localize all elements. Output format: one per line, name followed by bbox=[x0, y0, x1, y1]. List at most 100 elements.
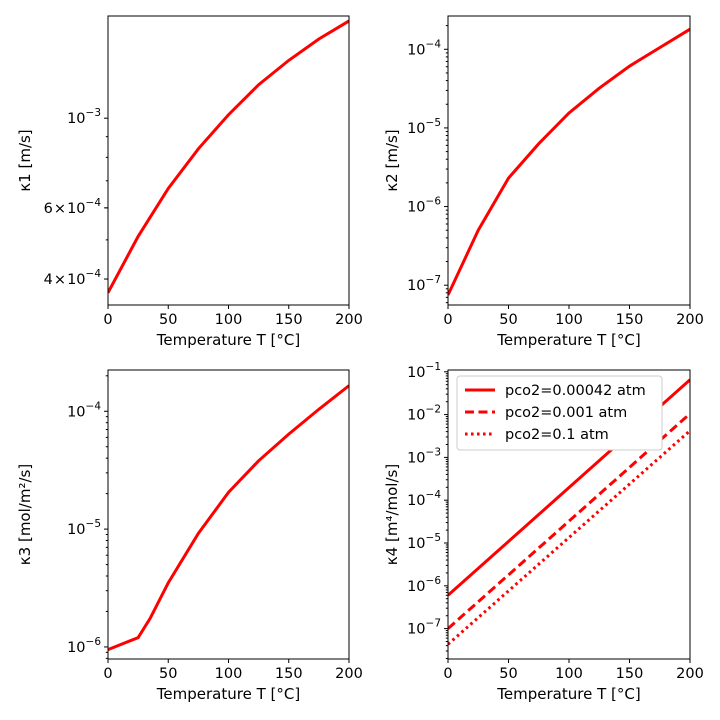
chart-2: 10−710−610−510−40 50 100 150 200Temperature … bbox=[383, 15, 704, 349]
chart-1-y-tick-mantissa: 4 bbox=[44, 272, 53, 288]
chart-2-y-tick-base: 10 bbox=[407, 200, 425, 216]
chart-2-y-tick-exponent: −6 bbox=[426, 196, 442, 208]
chart-4-legend-label: pco2=0.001 atm bbox=[505, 405, 627, 421]
chart-2-series-line bbox=[448, 27, 690, 296]
chart-2-y-tick-label: 10−4 bbox=[407, 38, 441, 58]
chart-4-legend-box bbox=[456, 375, 663, 451]
chart-2-y-tick-base: 10 bbox=[407, 42, 425, 58]
chart-1-y-tick-times: × bbox=[54, 272, 66, 288]
chart-4-y-tick-label: 10−7 bbox=[407, 618, 441, 638]
chart-4-y-tick-exponent: −2 bbox=[426, 404, 441, 416]
chart-4-y-tick-exponent: −5 bbox=[426, 532, 441, 544]
chart-2-x-tick-label: 100 bbox=[555, 312, 583, 328]
chart-1-y-tick-mantissa: 6 bbox=[44, 201, 53, 217]
chart-1-y-tick-exponent: −4 bbox=[86, 268, 102, 280]
chart-4-x-axis-label: Temperature T [°C] bbox=[496, 685, 640, 703]
chart-3-y-tick-exponent: −4 bbox=[86, 400, 102, 412]
chart-1-y-tick-base: 10 bbox=[67, 201, 85, 217]
chart-1-y-tick-label: 10−3 bbox=[67, 107, 101, 127]
chart-2-y-tick-label: 10−5 bbox=[407, 117, 441, 137]
chart-1-y-tick-base: 10 bbox=[67, 111, 85, 127]
chart-4-x-tick-label: 100 bbox=[555, 666, 583, 682]
chart-2-y-tick-label: 10−7 bbox=[407, 274, 441, 294]
chart-1-y-tick-times: × bbox=[54, 201, 66, 217]
chart-3-y-axis-label: κ3 [mol/m²/s] bbox=[16, 464, 34, 565]
chart-1-y-tick-label: 6×10−4 bbox=[44, 197, 102, 217]
chart-4-y-tick-base: 10 bbox=[407, 450, 425, 466]
chart-1-x-tick-label: 200 bbox=[335, 312, 363, 328]
chart-3-y-tick-label: 10−6 bbox=[67, 636, 101, 656]
chart-4-legend-label: pco2=0.00042 atm bbox=[505, 383, 646, 399]
chart-4-y-tick-exponent: −3 bbox=[426, 446, 441, 458]
chart-4-y-tick-base: 10 bbox=[407, 365, 425, 381]
chart-2-x-tick-label: 50 bbox=[499, 312, 517, 328]
chart-2-y-tick-base: 10 bbox=[407, 278, 425, 294]
chart-2-axes-frame bbox=[447, 15, 691, 306]
chart-4-x-tick-label: 150 bbox=[616, 666, 644, 682]
chart-3-x-tick-label: 100 bbox=[215, 666, 243, 682]
chart-4-y-tick-label: 10−2 bbox=[407, 404, 441, 424]
chart-4: 10−710−610−510−410−310−210−10 50 100 150 200… bbox=[383, 361, 704, 703]
chart-3-x-tick-label: 150 bbox=[275, 666, 303, 682]
chart-4-y-tick-label: 10−1 bbox=[407, 361, 441, 381]
chart-4-y-tick-label: 10−3 bbox=[407, 446, 441, 466]
chart-4-y-tick-label: 10−5 bbox=[407, 532, 441, 552]
chart-3-x-tick-label: 200 bbox=[335, 666, 363, 682]
chart-4-axes-frame bbox=[447, 369, 691, 660]
chart-2-y-tick-exponent: −7 bbox=[426, 274, 441, 286]
chart-2-y-tick-exponent: −4 bbox=[426, 38, 442, 50]
chart-4-y-tick-label: 10−4 bbox=[407, 489, 441, 509]
chart-4-y-tick-exponent: −6 bbox=[426, 575, 442, 587]
chart-4-y-tick-base: 10 bbox=[407, 408, 425, 424]
chart-4-y-tick-base: 10 bbox=[407, 622, 425, 638]
chart-2-x-tick-label: 150 bbox=[616, 312, 644, 328]
chart-3-x-axis-label: Temperature T [°C] bbox=[156, 685, 300, 703]
chart-2-y-tick-base: 10 bbox=[407, 121, 425, 137]
chart-1-y-tick-label: 4×10−4 bbox=[44, 268, 102, 288]
chart-3-y-tick-base: 10 bbox=[67, 640, 85, 656]
chart-2-y-tick-exponent: −5 bbox=[426, 117, 441, 129]
chart-1-y-axis-label: κ1 [m/s] bbox=[16, 129, 34, 191]
chart-4-y-tick-exponent: −4 bbox=[426, 489, 442, 501]
chart-4-y-tick-base: 10 bbox=[407, 579, 425, 595]
chart-4-x-tick-label: 200 bbox=[676, 666, 704, 682]
chart-1-x-tick-label: 100 bbox=[215, 312, 243, 328]
chart-4-x-tick-label: 50 bbox=[499, 666, 517, 682]
chart-1-y-tick-exponent: −4 bbox=[86, 197, 102, 209]
chart-3-y-tick-exponent: −6 bbox=[86, 636, 102, 648]
chart-4-x-tick-label: 0 bbox=[443, 666, 452, 682]
chart-3-y-tick-exponent: −5 bbox=[86, 518, 101, 530]
chart-3-x-tick-label: 50 bbox=[159, 666, 177, 682]
chart-2-x-tick-label: 0 bbox=[443, 312, 452, 328]
chart-1-x-tick-label: 0 bbox=[103, 312, 112, 328]
chart-4-legend-label: pco2=0.1 atm bbox=[505, 427, 609, 443]
chart-3-x-tick-label: 0 bbox=[103, 666, 112, 682]
chart-1-axes-frame bbox=[107, 15, 350, 306]
chart-3-axes-frame bbox=[107, 369, 350, 660]
chart-4-y-tick-base: 10 bbox=[407, 493, 425, 509]
chart-4-y-tick-base: 10 bbox=[407, 536, 425, 552]
chart-2-x-axis-label: Temperature T [°C] bbox=[496, 331, 640, 349]
chart-4-y-tick-exponent: −7 bbox=[426, 618, 441, 630]
chart-2-y-tick-label: 10−6 bbox=[407, 196, 441, 216]
chart-2-y-axis-label: κ2 [m/s] bbox=[383, 129, 401, 191]
chart-3-y-tick-base: 10 bbox=[67, 522, 85, 538]
chart-3-y-tick-base: 10 bbox=[67, 404, 85, 420]
chart-1-x-tick-label: 50 bbox=[159, 312, 177, 328]
chart-4-y-axis-label: κ4 [m⁴/mol/s] bbox=[383, 464, 401, 565]
chart-1: 4×10−46×10−410−30 50 100 150 200Temperature … bbox=[16, 15, 363, 349]
chart-3-y-tick-label: 10−5 bbox=[67, 518, 101, 538]
chart-4-legend: pco2=0.00042 atm pco2=0.001 atm pco2=0.1 a… bbox=[456, 375, 663, 451]
chart-3-series-line bbox=[108, 384, 349, 651]
chart-2-x-tick-label: 200 bbox=[676, 312, 704, 328]
chart-4-y-tick-label: 10−6 bbox=[407, 575, 441, 595]
chart-1-y-tick-exponent: −3 bbox=[86, 107, 101, 119]
chart-1-x-tick-label: 150 bbox=[275, 312, 303, 328]
chart-1-y-tick-base: 10 bbox=[67, 272, 85, 288]
chart-4-y-tick-exponent: −1 bbox=[426, 361, 441, 373]
chart-3-y-tick-label: 10−4 bbox=[67, 400, 101, 420]
chart-1-x-axis-label: Temperature T [°C] bbox=[156, 331, 300, 349]
